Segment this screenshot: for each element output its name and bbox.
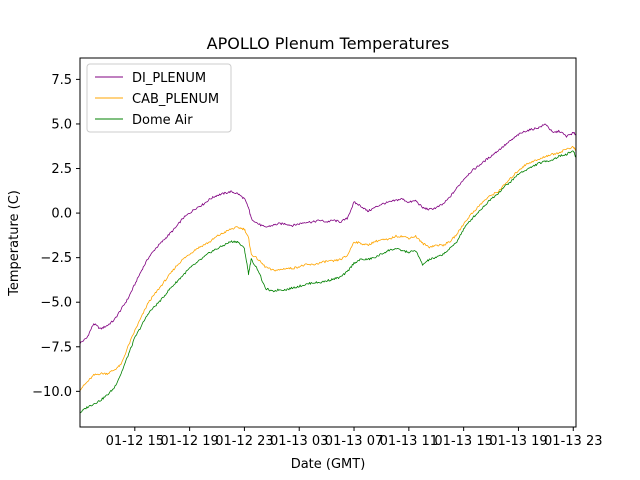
series-layer [79, 123, 577, 414]
series-line-cab-plenum [79, 145, 577, 391]
x-tick-label: 01-12 23 [215, 434, 273, 449]
y-tick-label: −7.5 [40, 340, 72, 355]
legend: DI_PLENUM CAB_PLENUM Dome Air [86, 63, 232, 133]
legend-box [86, 63, 232, 133]
legend-label: DI_PLENUM [132, 71, 206, 86]
series-line-dome-air [79, 150, 577, 414]
x-tick-label: 01-13 23 [544, 434, 602, 449]
y-tick-label: 7.5 [51, 73, 72, 88]
legend-label: CAB_PLENUM [132, 92, 219, 107]
chart-title: APOLLO Plenum Temperatures [207, 34, 450, 53]
plot-frame [79, 57, 577, 428]
y-tick-label: 2.5 [51, 162, 72, 177]
x-tick-label: 01-13 11 [380, 434, 438, 449]
x-tick-label: 01-13 15 [434, 434, 492, 449]
x-tick-label: 01-13 07 [325, 434, 383, 449]
x-tick-label: 01-12 15 [106, 434, 164, 449]
x-tick-label: 01-13 03 [270, 434, 328, 449]
x-tick-label: 01-13 19 [489, 434, 547, 449]
y-tick-label: −2.5 [40, 251, 72, 266]
y-axis-label: Temperature (C) [7, 190, 22, 297]
y-tick-label: 0.0 [51, 207, 72, 222]
y-tick-label: −5.0 [40, 296, 72, 311]
x-axis-label: Date (GMT) [291, 457, 366, 472]
series-line-di-plenum [79, 123, 577, 345]
y-tick-label: 5.0 [51, 117, 72, 132]
x-tick-label: 01-12 19 [160, 434, 218, 449]
legend-label: Dome Air [132, 113, 193, 128]
y-tick-label: −10.0 [32, 385, 72, 400]
